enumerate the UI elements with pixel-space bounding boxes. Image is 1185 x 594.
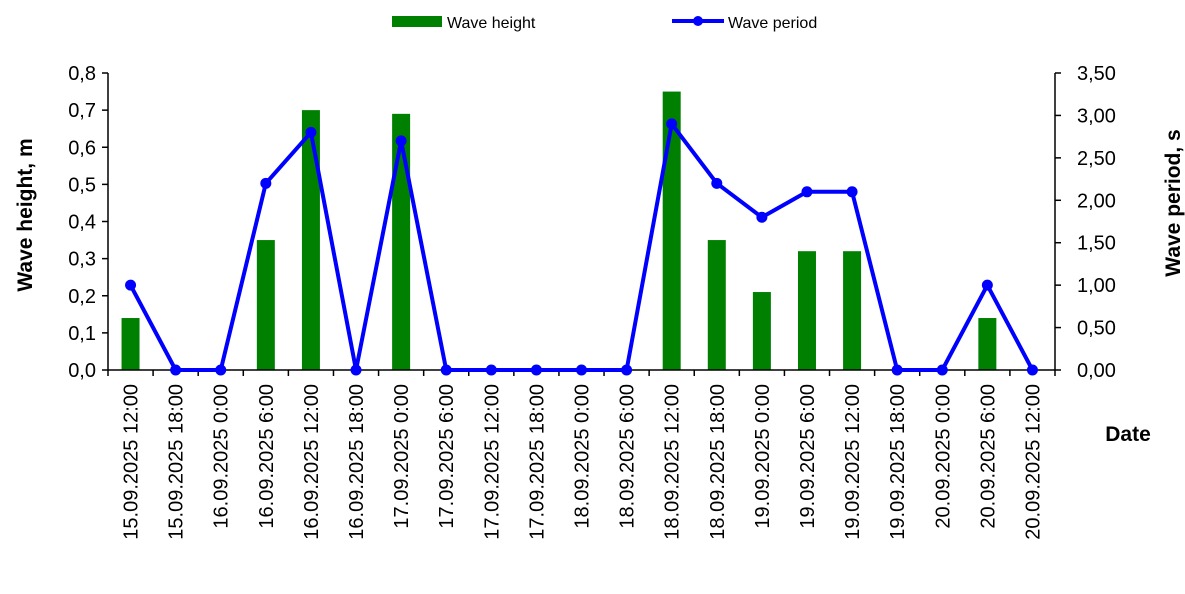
x-tick-label: 17.09.2025 18:00 xyxy=(526,384,548,540)
point-wave-period xyxy=(305,126,317,138)
point-wave-period xyxy=(1026,364,1038,376)
bar-wave-height xyxy=(256,240,275,370)
point-wave-period xyxy=(711,177,723,189)
point-wave-period xyxy=(485,364,497,376)
x-tick-label: 19.09.2025 18:00 xyxy=(887,384,909,540)
x-tick-label: 15.09.2025 18:00 xyxy=(166,384,188,540)
left-tick-label: 0,1 xyxy=(68,323,96,345)
right-tick-label: 1,00 xyxy=(1077,275,1116,297)
bar-wave-height xyxy=(707,240,726,370)
left-tick-label: 0,3 xyxy=(68,249,96,271)
left-tick-label: 0,8 xyxy=(68,63,96,85)
x-tick-label: 17.09.2025 12:00 xyxy=(481,384,503,540)
right-tick-label: 0,50 xyxy=(1077,318,1116,340)
x-tick-label: 15.09.2025 12:00 xyxy=(121,384,143,540)
right-axis-title: Wave period, s xyxy=(1162,129,1185,276)
x-tick-label: 16.09.2025 18:00 xyxy=(346,384,368,540)
left-tick-label: 0,6 xyxy=(68,137,96,159)
x-tick-label: 20.09.2025 12:00 xyxy=(1022,384,1044,540)
point-wave-period xyxy=(260,177,272,189)
x-axis-title: Date xyxy=(1105,423,1151,446)
legend: Wave height Wave period xyxy=(392,15,817,32)
right-axis-ticks: 0,00 0,50 1,00 1,50 2,00 2,50 3,00 3,50 xyxy=(1055,63,1116,382)
point-wave-period xyxy=(170,364,182,376)
right-tick-label: 1,50 xyxy=(1077,233,1116,255)
right-tick-label: 0,00 xyxy=(1077,360,1116,382)
point-wave-period xyxy=(530,364,542,376)
x-tick-label: 16.09.2025 12:00 xyxy=(301,384,323,540)
point-wave-period xyxy=(846,186,858,198)
left-tick-label: 0,2 xyxy=(68,286,96,308)
x-tick-label: 18.09.2025 18:00 xyxy=(707,384,729,540)
x-tick-label: 19.09.2025 12:00 xyxy=(842,384,864,540)
right-tick-label: 3,00 xyxy=(1077,105,1116,127)
x-tick-labels: 15.09.2025 12:00 15.09.2025 18:00 16.09.20… xyxy=(121,384,1045,540)
point-wave-period xyxy=(621,364,633,376)
x-tick-label: 19.09.2025 0:00 xyxy=(752,384,774,529)
left-tick-label: 0,5 xyxy=(68,174,96,196)
bar-wave-height xyxy=(978,318,997,370)
point-wave-period xyxy=(981,279,993,291)
x-tick-label: 20.09.2025 6:00 xyxy=(977,384,999,529)
legend-label-wave-height: Wave height xyxy=(447,15,536,32)
right-tick-label: 2,00 xyxy=(1077,190,1116,212)
point-wave-period xyxy=(891,364,903,376)
x-tick-label: 17.09.2025 0:00 xyxy=(391,384,413,529)
bar-wave-height xyxy=(843,251,862,370)
left-tick-label: 0,0 xyxy=(68,360,96,382)
point-wave-period xyxy=(801,186,813,198)
left-axis-ticks: 0,0 0,1 0,2 0,3 0,4 0,5 0,6 0,7 0,8 xyxy=(68,63,108,382)
bar-wave-height xyxy=(301,110,320,370)
point-wave-period xyxy=(350,364,362,376)
left-tick-label: 0,7 xyxy=(68,100,96,122)
bar-wave-height xyxy=(121,318,140,370)
point-wave-period xyxy=(215,364,227,376)
bar-wave-height xyxy=(752,292,771,370)
bar-series xyxy=(121,91,997,371)
x-tick-label: 18.09.2025 0:00 xyxy=(572,384,594,529)
x-tick-label: 16.09.2025 6:00 xyxy=(256,384,278,529)
x-tick-label: 19.09.2025 6:00 xyxy=(797,384,819,529)
legend-label-wave-period: Wave period xyxy=(728,15,817,32)
x-tick-label: 20.09.2025 0:00 xyxy=(932,384,954,529)
right-tick-label: 2,50 xyxy=(1077,148,1116,170)
legend-bar-swatch xyxy=(392,16,442,27)
line-series xyxy=(125,118,1038,376)
x-tick-label: 18.09.2025 12:00 xyxy=(662,384,684,540)
left-tick-label: 0,4 xyxy=(68,212,96,234)
bar-wave-height xyxy=(797,251,816,370)
point-wave-period xyxy=(576,364,587,376)
point-wave-period xyxy=(936,364,948,376)
x-tick-label: 18.09.2025 6:00 xyxy=(617,384,639,529)
right-tick-label: 3,50 xyxy=(1077,63,1116,85)
point-wave-period xyxy=(395,135,407,147)
axes xyxy=(107,73,1056,371)
x-tick-label: 17.09.2025 6:00 xyxy=(436,384,458,529)
bar-wave-height xyxy=(662,91,681,370)
point-wave-period xyxy=(666,118,678,130)
point-wave-period xyxy=(125,279,137,291)
left-axis-title: Wave height, m xyxy=(14,138,37,291)
x-tick-label: 16.09.2025 0:00 xyxy=(211,384,233,529)
bar-wave-height xyxy=(392,113,411,371)
point-wave-period xyxy=(756,211,768,223)
point-wave-period xyxy=(440,364,452,376)
legend-line-marker xyxy=(693,16,703,26)
